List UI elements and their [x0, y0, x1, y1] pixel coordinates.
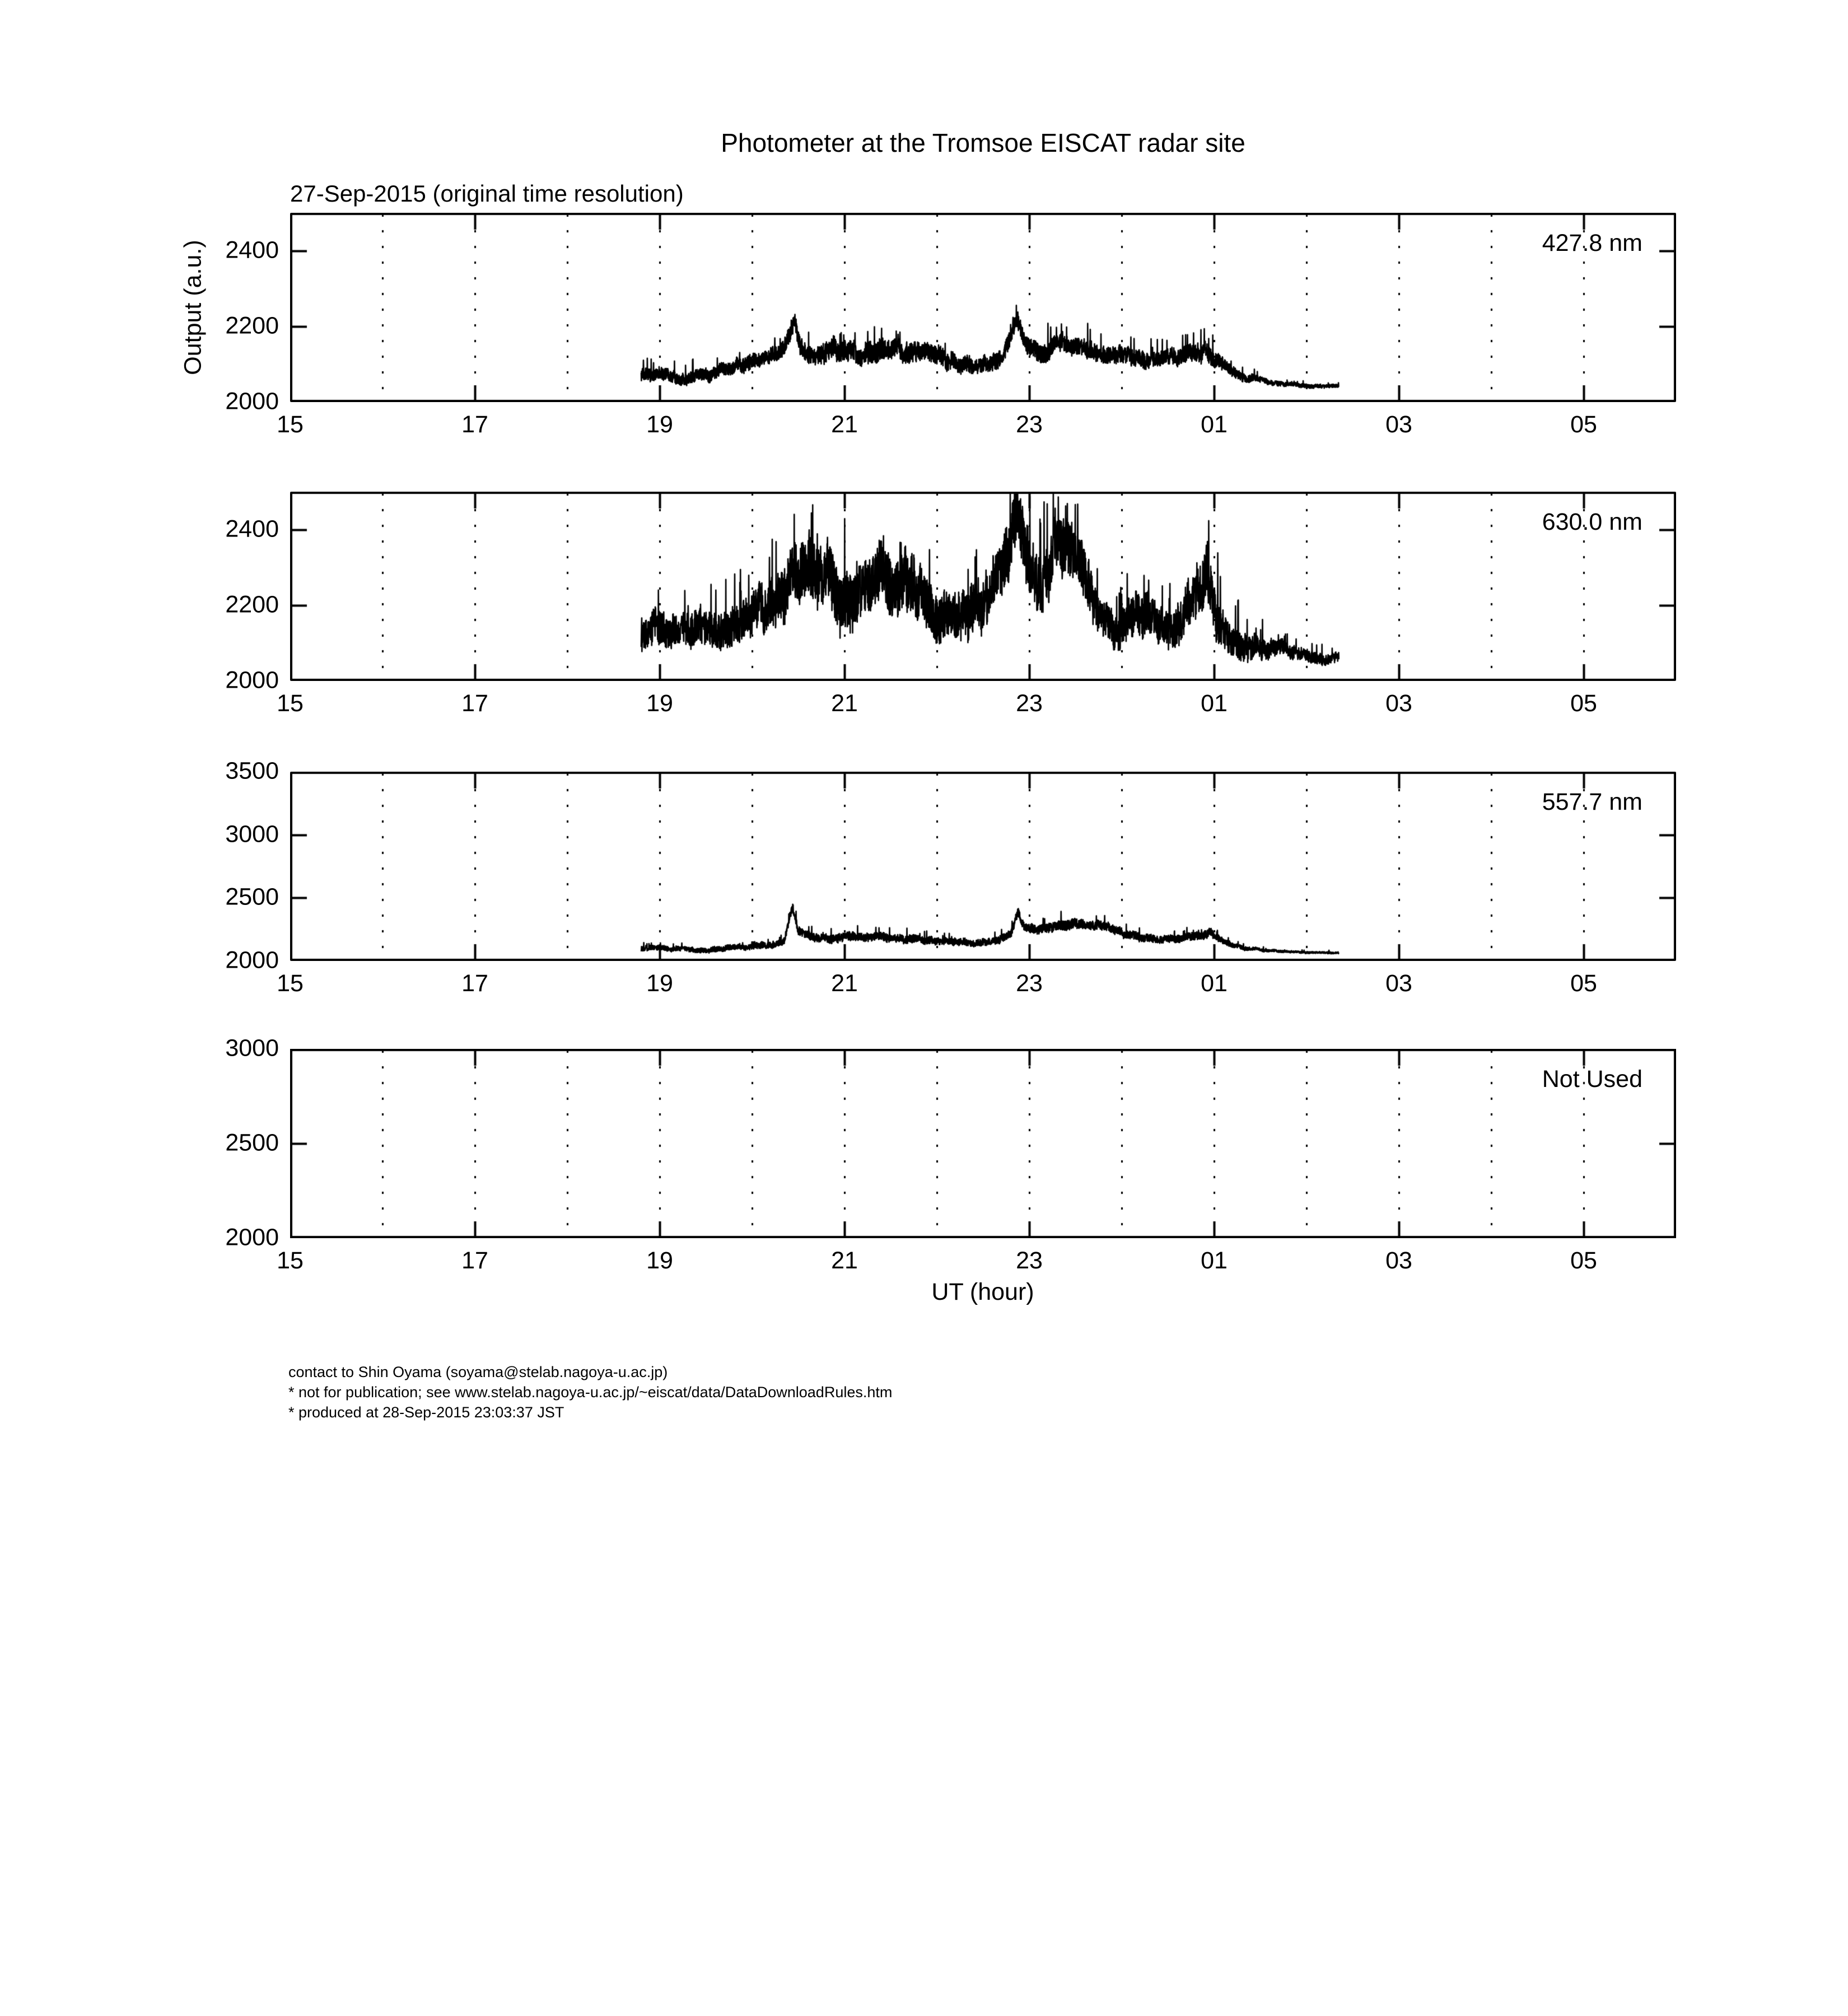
chart-panel-not-used: Not Used: [290, 1049, 1676, 1238]
x-tick-label: 03: [1385, 411, 1412, 438]
x-tick-label: 19: [646, 411, 673, 438]
chart-canvas-427-8nm: [290, 213, 1676, 402]
y-tick-label: 2500: [225, 883, 279, 911]
y-tick-label: 2000: [225, 388, 279, 415]
x-tick-label: 21: [831, 970, 858, 997]
y-tick-label: 3000: [225, 820, 279, 848]
y-tick-label: 2500: [225, 1129, 279, 1156]
footer-produced-line: * produced at 28-Sep-2015 23:03:37 JST: [288, 1404, 564, 1421]
x-tick-label: 19: [646, 1247, 673, 1274]
chart-panel-630-0nm: 630.0 nm: [290, 492, 1676, 681]
y-tick-label: 2200: [225, 591, 279, 618]
chart-panel-427-8nm: 427.8 nm: [290, 213, 1676, 402]
x-tick-label: 15: [277, 690, 304, 717]
y-tick-label: 3000: [225, 1034, 279, 1062]
x-tick-label: 19: [646, 970, 673, 997]
x-tick-label: 15: [277, 970, 304, 997]
x-tick-label: 23: [1016, 970, 1043, 997]
x-tick-label: 05: [1570, 1247, 1597, 1274]
x-tick-label: 03: [1385, 690, 1412, 717]
x-tick-label: 19: [646, 690, 673, 717]
x-tick-label: 01: [1201, 970, 1228, 997]
x-tick-label: 17: [461, 411, 488, 438]
y-tick-label: 2000: [225, 666, 279, 694]
x-tick-label: 21: [831, 411, 858, 438]
chart-canvas-630-0nm: [290, 492, 1676, 681]
chart-canvas-not-used: [290, 1049, 1676, 1238]
y-tick-label: 3500: [225, 757, 279, 785]
footer-contact-line: contact to Shin Oyama (soyama@stelab.nag…: [288, 1364, 668, 1380]
x-tick-label: 23: [1016, 690, 1043, 717]
x-tick-label: 03: [1385, 1247, 1412, 1274]
y-tick-label: 2000: [225, 1224, 279, 1251]
x-tick-label: 15: [277, 411, 304, 438]
x-tick-label: 03: [1385, 970, 1412, 997]
chart-panel-557-7nm: 557.7 nm: [290, 772, 1676, 961]
wavelength-label-557-7nm: 557.7 nm: [1542, 788, 1642, 815]
x-tick-label: 05: [1570, 411, 1597, 438]
wavelength-label-630-0nm: 630.0 nm: [1542, 508, 1642, 535]
x-tick-label: 05: [1570, 690, 1597, 717]
wavelength-label-not-used: Not Used: [1542, 1066, 1642, 1093]
x-tick-label: 15: [277, 1247, 304, 1274]
x-tick-label: 05: [1570, 970, 1597, 997]
x-tick-label: 17: [461, 970, 488, 997]
x-tick-label: 17: [461, 690, 488, 717]
chart-canvas-557-7nm: [290, 772, 1676, 961]
x-tick-label: 01: [1201, 1247, 1228, 1274]
x-tick-label: 01: [1201, 690, 1228, 717]
date-annotation: 27-Sep-2015 (original time resolution): [290, 180, 684, 207]
y-tick-label: 2000: [225, 946, 279, 974]
x-axis-label: UT (hour): [931, 1278, 1034, 1305]
y-tick-label: 2400: [225, 515, 279, 543]
x-tick-label: 01: [1201, 411, 1228, 438]
x-tick-label: 21: [831, 690, 858, 717]
y-tick-label: 2200: [225, 312, 279, 339]
x-tick-label: 17: [461, 1247, 488, 1274]
x-tick-label: 21: [831, 1247, 858, 1274]
footer-publication-line: * not for publication; see www.stelab.na…: [288, 1384, 893, 1401]
x-tick-label: 23: [1016, 411, 1043, 438]
x-tick-label: 23: [1016, 1247, 1043, 1274]
figure-title: Photometer at the Tromsoe EISCAT radar s…: [721, 128, 1245, 157]
wavelength-label-427-8nm: 427.8 nm: [1542, 230, 1642, 256]
y-tick-label: 2400: [225, 236, 279, 264]
